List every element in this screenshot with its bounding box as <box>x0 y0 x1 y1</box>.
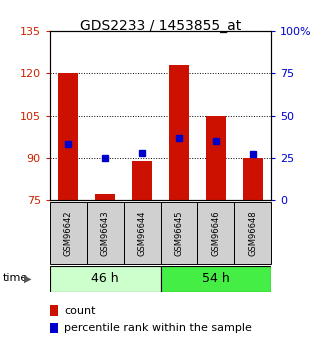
Bar <box>132 161 152 200</box>
Text: count: count <box>64 306 96 315</box>
Text: GSM96642: GSM96642 <box>64 210 73 256</box>
Bar <box>160 202 197 264</box>
Text: 46 h: 46 h <box>91 272 119 285</box>
Bar <box>87 202 124 264</box>
Text: percentile rank within the sample: percentile rank within the sample <box>64 323 252 333</box>
Bar <box>197 202 234 264</box>
Text: GDS2233 / 1453855_at: GDS2233 / 1453855_at <box>80 19 241 33</box>
Text: GSM96648: GSM96648 <box>248 210 257 256</box>
Text: GSM96645: GSM96645 <box>174 210 184 256</box>
Bar <box>169 65 189 200</box>
Text: 54 h: 54 h <box>202 272 230 285</box>
Bar <box>50 266 160 292</box>
Text: GSM96643: GSM96643 <box>100 210 110 256</box>
Bar <box>243 158 263 200</box>
Bar <box>124 202 160 264</box>
Text: GSM96644: GSM96644 <box>137 210 147 256</box>
Bar <box>95 195 115 200</box>
Text: GSM96646: GSM96646 <box>211 210 221 256</box>
Text: time: time <box>3 274 29 283</box>
Bar <box>234 202 271 264</box>
Bar <box>50 202 87 264</box>
Bar <box>58 73 78 200</box>
Text: ▶: ▶ <box>24 274 31 283</box>
Bar <box>160 266 271 292</box>
Bar <box>206 116 226 200</box>
